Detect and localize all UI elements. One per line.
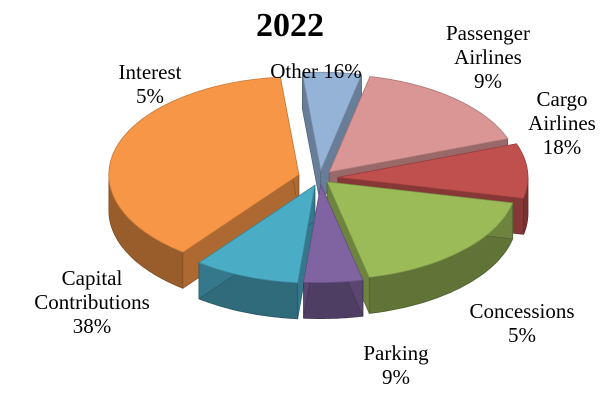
pie-slice-5: [301, 71, 363, 207]
pie-slices: [108, 71, 529, 320]
pie-slice-top-1: [326, 181, 514, 278]
slice-label-4: Capital Contributions 38%: [34, 266, 150, 338]
pie-slice-2: [303, 183, 364, 320]
slice-label-5: Interest 5%: [119, 60, 182, 108]
pie-slice-top-5: [301, 71, 363, 172]
pie-slice-top-2: [303, 183, 364, 284]
slice-label-0: Passenger Airlines 9%: [446, 21, 530, 93]
slice-label-3: Parking 9%: [363, 341, 429, 389]
slice-label-6: Other 16%: [270, 59, 362, 83]
chart-title: 2022: [256, 7, 324, 44]
pie-slice-3: [198, 184, 316, 320]
slice-label-1: Cargo Airlines 18%: [528, 87, 596, 159]
pie-slice-top-4: [108, 76, 300, 253]
pie-slice-top-6: [328, 76, 509, 173]
pie-slice-top-3: [198, 184, 316, 284]
pie-slice-top-0: [337, 143, 529, 199]
slice-labels: Passenger Airlines 9%Cargo Airlines 18% Conce…: [34, 21, 596, 389]
slice-label-2: Concessions 5%: [470, 299, 575, 347]
